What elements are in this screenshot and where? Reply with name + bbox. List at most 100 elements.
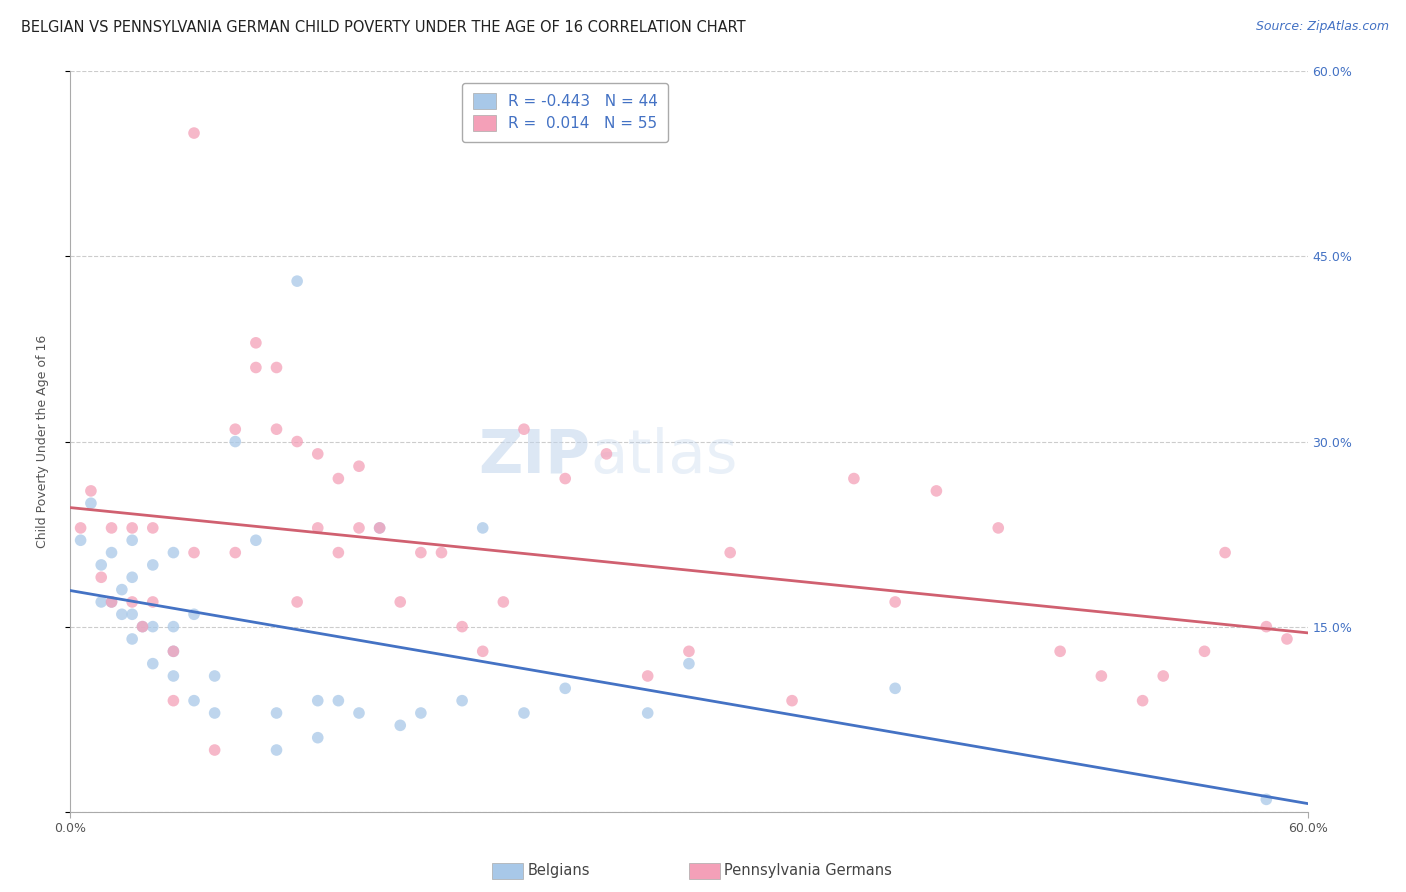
Point	[245, 335, 267, 350]
Point	[111, 582, 134, 597]
Point	[183, 546, 205, 560]
Point	[100, 546, 122, 560]
Y-axis label: Child Poverty Under the Age of 16: Child Poverty Under the Age of 16	[37, 334, 49, 549]
Point	[307, 694, 329, 708]
Point	[595, 447, 617, 461]
Point	[100, 595, 122, 609]
Point	[90, 595, 112, 609]
Point	[69, 521, 91, 535]
Point	[121, 632, 143, 646]
Text: atlas: atlas	[591, 427, 738, 486]
Point	[554, 681, 576, 696]
Point	[90, 558, 112, 572]
Point	[245, 360, 267, 375]
Point	[328, 694, 350, 708]
Point	[266, 360, 288, 375]
Text: BELGIAN VS PENNSYLVANIA GERMAN CHILD POVERTY UNDER THE AGE OF 16 CORRELATION CHA: BELGIAN VS PENNSYLVANIA GERMAN CHILD POV…	[21, 20, 745, 35]
Point	[347, 521, 370, 535]
Point	[100, 521, 122, 535]
Point	[266, 706, 288, 720]
Point	[121, 533, 143, 548]
Point	[111, 607, 134, 622]
Point	[347, 459, 370, 474]
Text: Belgians: Belgians	[527, 863, 589, 878]
Point	[121, 607, 143, 622]
Text: ZIP: ZIP	[478, 427, 591, 486]
Point	[409, 546, 432, 560]
Point	[224, 422, 246, 436]
Point	[100, 595, 122, 609]
Point	[1256, 619, 1278, 633]
Point	[69, 533, 91, 548]
Point	[409, 706, 432, 720]
Point	[162, 644, 184, 658]
Point	[1194, 644, 1216, 658]
Point	[780, 694, 803, 708]
Point	[224, 434, 246, 449]
Point	[307, 521, 329, 535]
Legend: R = -0.443   N = 44, R =  0.014   N = 55: R = -0.443 N = 44, R = 0.014 N = 55	[463, 83, 668, 142]
Point	[142, 521, 165, 535]
Point	[554, 471, 576, 485]
Point	[389, 595, 412, 609]
Point	[245, 533, 267, 548]
Point	[142, 595, 165, 609]
Point	[142, 558, 165, 572]
Point	[842, 471, 865, 485]
Point	[266, 422, 288, 436]
Point	[162, 546, 184, 560]
Point	[121, 595, 143, 609]
Text: Source: ZipAtlas.com: Source: ZipAtlas.com	[1256, 20, 1389, 33]
Point	[162, 694, 184, 708]
Text: Pennsylvania Germans: Pennsylvania Germans	[724, 863, 891, 878]
Point	[285, 274, 308, 288]
Point	[285, 595, 308, 609]
Point	[884, 681, 907, 696]
Point	[224, 546, 246, 560]
Point	[328, 471, 350, 485]
Point	[884, 595, 907, 609]
Point	[266, 743, 288, 757]
Point	[451, 619, 474, 633]
Point	[430, 546, 453, 560]
Point	[368, 521, 391, 535]
Point	[389, 718, 412, 732]
Point	[142, 619, 165, 633]
Point	[162, 619, 184, 633]
Point	[1213, 546, 1236, 560]
Point	[183, 607, 205, 622]
Point	[513, 706, 536, 720]
Point	[1275, 632, 1298, 646]
Point	[285, 434, 308, 449]
Point	[121, 570, 143, 584]
Point	[204, 669, 226, 683]
Point	[80, 483, 103, 498]
Point	[162, 669, 184, 683]
Point	[80, 496, 103, 510]
Point	[131, 619, 153, 633]
Point	[183, 126, 205, 140]
Point	[1132, 694, 1154, 708]
Point	[471, 521, 494, 535]
Point	[347, 706, 370, 720]
Point	[121, 521, 143, 535]
Point	[925, 483, 948, 498]
Point	[1152, 669, 1174, 683]
Point	[131, 619, 153, 633]
Point	[718, 546, 741, 560]
Point	[637, 669, 659, 683]
Point	[513, 422, 536, 436]
Point	[204, 706, 226, 720]
Point	[492, 595, 515, 609]
Point	[307, 731, 329, 745]
Point	[1090, 669, 1112, 683]
Point	[471, 644, 494, 658]
Point	[678, 657, 700, 671]
Point	[204, 743, 226, 757]
Point	[162, 644, 184, 658]
Point	[1256, 792, 1278, 806]
Point	[1049, 644, 1071, 658]
Point	[328, 546, 350, 560]
Point	[183, 694, 205, 708]
Point	[637, 706, 659, 720]
